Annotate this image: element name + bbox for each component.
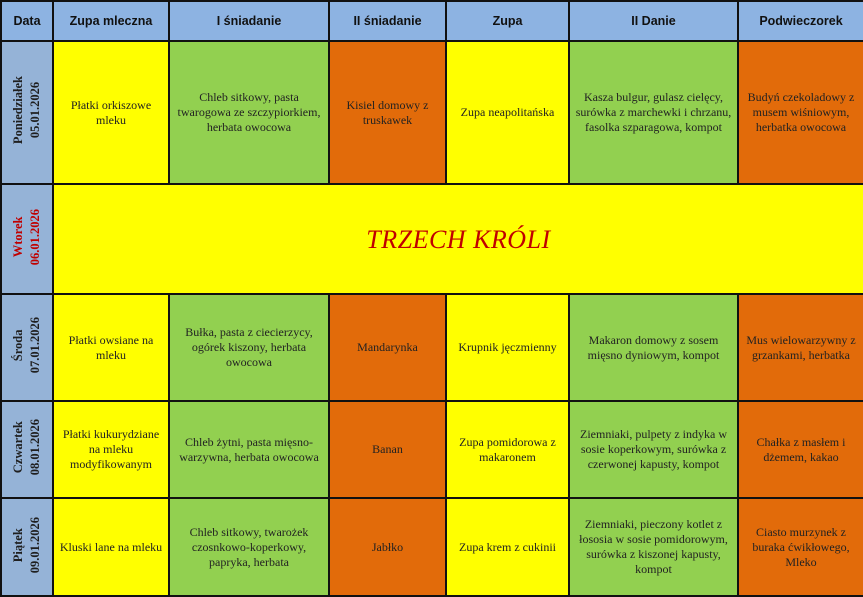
day-date: 08.01.2026 [28, 419, 42, 476]
zupa-cell: Krupnik jęczmienny [445, 293, 570, 402]
table-row: Wtorek 06.01.2026 TRZECH KRÓLI [0, 183, 863, 295]
ii-danie-cell: Ziemniaki, pieczony kotlet z łososia w s… [568, 497, 739, 597]
table-row: Środa 07.01.2026 Płatki owsiane na mleku … [0, 293, 863, 402]
header-i-sniadanie: I śniadanie [168, 0, 330, 42]
zupa-cell: Zupa pomidorowa z makaronem [445, 400, 570, 499]
header-row: Data Zupa mleczna I śniadanie II śniadan… [0, 0, 863, 42]
table-row: Piątek 09.01.2026 Kluski lane na mleku Ch… [0, 497, 863, 597]
date-cell: Czwartek 08.01.2026 [0, 400, 54, 499]
header-ii-danie: II Danie [568, 0, 739, 42]
i-sniadanie-cell: Chleb żytni, pasta mięsno-warzywna, herb… [168, 400, 330, 499]
date-cell: Wtorek 06.01.2026 [0, 183, 54, 295]
date-cell: Środa 07.01.2026 [0, 293, 54, 402]
zupa-mleczna-cell: Płatki orkiszowe mleku [52, 40, 170, 185]
date-cell: Poniedziałek 05.01.2026 [0, 40, 54, 185]
podwieczorek-cell: Budyń czekoladowy z musem wiśniowym, her… [737, 40, 863, 185]
table-row: Czwartek 08.01.2026 Płatki kukurydziane n… [0, 400, 863, 499]
i-sniadanie-cell: Chleb sitkowy, twarożek czosnkowo-koperk… [168, 497, 330, 597]
day-name: Czwartek [11, 421, 25, 474]
podwieczorek-cell: Chałka z masłem i dżemem, kakao [737, 400, 863, 499]
table-row: Poniedziałek 05.01.2026 Płatki orkiszowe … [0, 40, 863, 185]
day-date: 06.01.2026 [28, 208, 42, 266]
ii-danie-cell: Makaron domowy z sosem mięsno dyniowym, … [568, 293, 739, 402]
header-ii-sniadanie: II śniadanie [328, 0, 447, 42]
holiday-cell: TRZECH KRÓLI [52, 183, 863, 295]
day-name: Wtorek [11, 216, 25, 258]
zupa-cell: Zupa neapolitańska [445, 40, 570, 185]
ii-sniadanie-cell: Jabłko [328, 497, 447, 597]
zupa-mleczna-cell: Płatki owsiane na mleku [52, 293, 170, 402]
i-sniadanie-cell: Bułka, pasta z ciecierzycy, ogórek kiszo… [168, 293, 330, 402]
zupa-mleczna-cell: Płatki kukurydziane na mleku modyfikowan… [52, 400, 170, 499]
zupa-cell: Zupa krem z cukinii [445, 497, 570, 597]
day-name: Poniedziałek [11, 76, 25, 145]
day-name: Piątek [11, 527, 25, 563]
header-podwieczorek: Podwieczorek [737, 0, 863, 42]
header-data: Data [0, 0, 54, 42]
day-date: 05.01.2026 [28, 82, 42, 139]
i-sniadanie-cell: Chleb sitkowy, pasta twarogowa ze szczyp… [168, 40, 330, 185]
day-date: 07.01.2026 [28, 317, 42, 374]
header-zupa-mleczna: Zupa mleczna [52, 0, 170, 42]
day-date: 09.01.2026 [28, 516, 42, 574]
day-name: Środa [11, 329, 25, 362]
ii-sniadanie-cell: Kisiel domowy z truskawek [328, 40, 447, 185]
podwieczorek-cell: Mus wielowarzywny z grzankami, herbatka [737, 293, 863, 402]
date-cell: Piątek 09.01.2026 [0, 497, 54, 597]
zupa-mleczna-cell: Kluski lane na mleku [52, 497, 170, 597]
ii-danie-cell: Ziemniaki, pulpety z indyka w sosie kope… [568, 400, 739, 499]
header-zupa: Zupa [445, 0, 570, 42]
podwieczorek-cell: Ciasto murzynek z buraka ćwikłowego, Mle… [737, 497, 863, 597]
ii-sniadanie-cell: Mandarynka [328, 293, 447, 402]
ii-sniadanie-cell: Banan [328, 400, 447, 499]
ii-danie-cell: Kasza bulgur, gulasz cielęcy, surówka z … [568, 40, 739, 185]
